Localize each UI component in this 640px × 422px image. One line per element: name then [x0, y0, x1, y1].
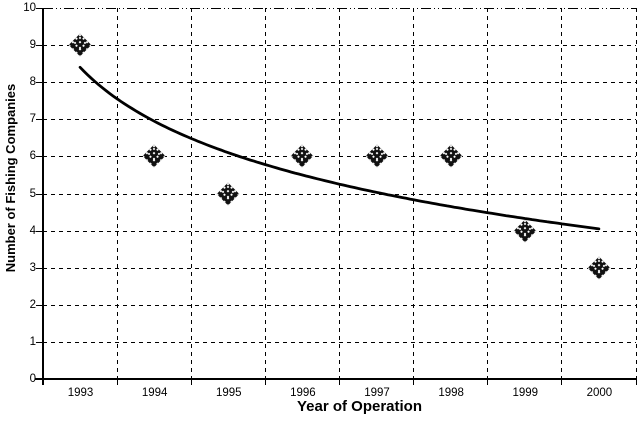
- x-tick-label: 1998: [438, 387, 464, 399]
- x-tick-label: 1999: [512, 387, 539, 399]
- y-tick-label: 4: [29, 224, 36, 237]
- x-tick: [264, 379, 266, 385]
- y-tick-label: 0: [29, 373, 36, 385]
- x-tick-label: 1997: [364, 387, 390, 399]
- y-tick-label: 7: [29, 113, 36, 126]
- x-axis-title: Year of Operation: [296, 398, 423, 415]
- x-tick-label: 2000: [586, 387, 613, 399]
- trendline-layer: [78, 65, 601, 231]
- v-gridline: [413, 8, 415, 379]
- y-tick: [36, 193, 43, 195]
- v-gridline: [339, 8, 340, 379]
- x-tick: [561, 379, 563, 385]
- y-tick: [36, 230, 43, 232]
- x-tick-label: 1994: [141, 387, 168, 399]
- x-tick: [116, 379, 118, 385]
- x-tick: [339, 379, 340, 385]
- y-axis-title-text: Number of Fishing Companies: [3, 83, 18, 273]
- v-gridline: [487, 8, 489, 379]
- v-gridline: [635, 8, 637, 379]
- y-tick: [36, 304, 43, 306]
- y-tick-label: 5: [29, 187, 36, 200]
- x-tick-label: 1993: [67, 387, 94, 399]
- y-tick: [36, 379, 43, 380]
- plot-area: 0 1 2 3 4 5 6 7 8 9 10 1993 1994 1995 1996 1997 1998 1999…: [23, 2, 637, 399]
- x-tick: [487, 379, 489, 385]
- y-tick-label: 10: [23, 2, 36, 14]
- v-gridline: [116, 8, 118, 379]
- x-tick: [413, 379, 415, 385]
- y-tick-label: 3: [29, 261, 36, 274]
- x-tick-label: 1995: [215, 387, 242, 399]
- y-tick: [36, 267, 43, 269]
- x-tick: [635, 379, 637, 385]
- v-gridline: [561, 8, 563, 379]
- y-tick: [36, 8, 43, 9]
- y-tick: [36, 156, 43, 158]
- y-tick-label: 6: [29, 150, 36, 163]
- y-tick-label: 2: [29, 298, 36, 311]
- y-tick-label: 8: [29, 76, 36, 89]
- y-tick: [36, 45, 43, 47]
- v-gridline: [190, 8, 192, 379]
- y-tick: [36, 82, 43, 84]
- y-tick-label: 9: [29, 39, 36, 52]
- y-tick: [36, 341, 43, 343]
- x-tick: [190, 379, 192, 385]
- trendline-path: [78, 65, 601, 231]
- y-tick: [36, 119, 43, 121]
- y-tick-label: 1: [29, 335, 36, 348]
- y-axis-line: [42, 8, 44, 385]
- x-axis-line: [35, 378, 636, 380]
- x-tick-label: 1996: [290, 387, 316, 399]
- x-tick: [42, 379, 44, 385]
- v-gridline: [264, 8, 266, 379]
